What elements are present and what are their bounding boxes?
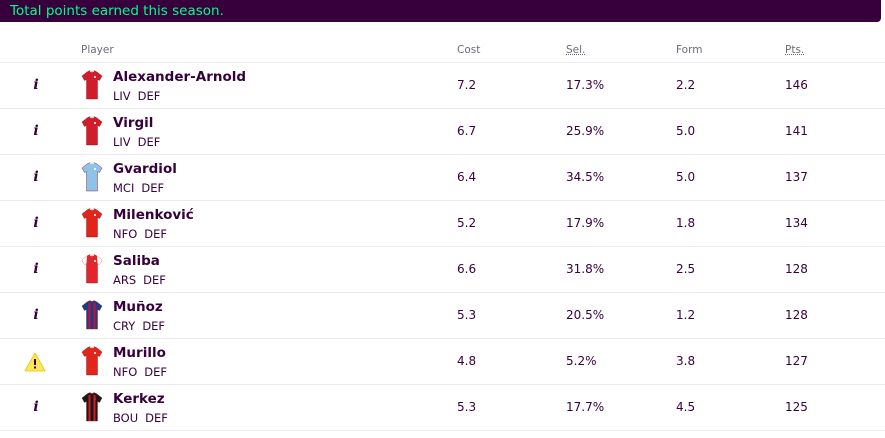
player-position: DEF (137, 135, 161, 149)
player-meta: ARS DEF (113, 273, 166, 287)
player-selected: 17.9% (566, 216, 605, 230)
player-position: DEF (141, 181, 165, 195)
player-team: BOU (113, 411, 139, 425)
player-name[interactable]: Muñoz (113, 299, 163, 315)
player-cost: 5.3 (457, 308, 477, 322)
column-header-player: Player (81, 44, 114, 56)
table-row[interactable]: i Virgil LIV DEF 6.7 25.9% 5.0 141 (0, 109, 885, 155)
column-header-points[interactable]: Pts. (785, 44, 805, 56)
info-banner: Total points earned this season. (0, 0, 881, 22)
player-name[interactable]: Kerkez (113, 391, 165, 407)
player-points: 128 (785, 308, 808, 322)
player-team: NFO (113, 227, 138, 241)
player-position: DEF (144, 365, 168, 379)
player-cost: 7.2 (457, 78, 477, 92)
column-header-form[interactable]: Form (676, 44, 703, 56)
player-form: 2.5 (676, 262, 696, 276)
player-team: MCI (113, 181, 135, 195)
player-form: 5.0 (676, 170, 696, 184)
column-header-cost[interactable]: Cost (457, 44, 481, 56)
player-position: DEF (137, 89, 161, 103)
info-icon[interactable]: i (33, 307, 39, 323)
player-team: LIV (113, 135, 131, 149)
table-row[interactable]: i Milenković NFO DEF 5.2 17.9% 1.8 134 (0, 201, 885, 247)
info-icon[interactable]: i (33, 77, 39, 93)
player-cost: 5.2 (457, 216, 477, 230)
team-shirt-icon (81, 346, 103, 376)
team-shirt-icon (81, 70, 103, 100)
player-meta: NFO DEF (113, 227, 167, 241)
player-team: CRY (113, 319, 136, 333)
player-name[interactable]: Saliba (113, 253, 160, 269)
player-meta: CRY DEF (113, 319, 165, 333)
player-team: ARS (113, 273, 137, 287)
player-points: 127 (785, 354, 808, 368)
team-shirt-icon (81, 254, 103, 284)
player-position: DEF (145, 411, 168, 425)
player-selected: 17.3% (566, 78, 605, 92)
player-position: DEF (144, 227, 168, 241)
player-name[interactable]: Milenković (113, 207, 194, 223)
player-cost: 4.8 (457, 354, 477, 368)
warning-icon[interactable] (24, 352, 46, 372)
player-name[interactable]: Gvardiol (113, 161, 177, 177)
player-meta: LIV DEF (113, 135, 160, 149)
player-selected: 34.5% (566, 170, 605, 184)
player-form: 1.8 (676, 216, 696, 230)
player-form: 4.5 (676, 400, 696, 414)
player-selected: 17.7% (566, 400, 605, 414)
player-name[interactable]: Murillo (113, 345, 166, 361)
team-shirt-icon (81, 392, 103, 422)
player-selected: 5.2% (566, 354, 597, 368)
player-form: 3.8 (676, 354, 696, 368)
info-icon[interactable]: i (33, 215, 39, 231)
team-shirt-icon (81, 300, 103, 330)
player-selected: 25.9% (566, 124, 605, 138)
player-form: 2.2 (676, 78, 696, 92)
column-header-selected[interactable]: Sel. (566, 44, 586, 56)
team-shirt-icon (81, 208, 103, 238)
player-meta: NFO DEF (113, 365, 167, 379)
player-position: DEF (142, 319, 166, 333)
player-cost: 6.7 (457, 124, 477, 138)
players-table: Player Cost Sel. Form Pts. i Alexander-A… (0, 38, 885, 431)
info-icon[interactable]: i (33, 123, 39, 139)
table-row[interactable]: i Alexander-Arnold LIV DEF 7.2 17.3% 2.2 … (0, 63, 885, 109)
player-position: DEF (143, 273, 166, 287)
table-row[interactable]: i Kerkez BOU DEF 5.3 17.7% 4.5 125 (0, 385, 885, 431)
player-cost: 5.3 (457, 400, 477, 414)
player-points: 141 (785, 124, 808, 138)
player-meta: LIV DEF (113, 89, 160, 103)
player-cost: 6.6 (457, 262, 477, 276)
player-points: 146 (785, 78, 808, 92)
table-header: Player Cost Sel. Form Pts. (0, 38, 885, 63)
player-points: 128 (785, 262, 808, 276)
table-body: i Alexander-Arnold LIV DEF 7.2 17.3% 2.2 … (0, 63, 885, 431)
player-selected: 31.8% (566, 262, 605, 276)
player-team: NFO (113, 365, 138, 379)
info-icon[interactable]: i (33, 169, 39, 185)
banner-text: Total points earned this season. (10, 3, 224, 19)
player-form: 1.2 (676, 308, 696, 322)
info-icon[interactable]: i (33, 261, 39, 277)
player-points: 134 (785, 216, 808, 230)
table-row[interactable]: i Gvardiol MCI DEF 6.4 34.5% 5.0 137 (0, 155, 885, 201)
team-shirt-icon (81, 116, 103, 146)
player-name[interactable]: Virgil (113, 115, 154, 131)
player-form: 5.0 (676, 124, 696, 138)
player-meta: BOU DEF (113, 411, 168, 425)
player-team: LIV (113, 89, 131, 103)
table-row[interactable]: Murillo NFO DEF 4.8 5.2% 3.8 127 (0, 339, 885, 385)
player-points: 125 (785, 400, 808, 414)
player-meta: MCI DEF (113, 181, 164, 195)
info-icon[interactable]: i (33, 399, 39, 415)
table-row[interactable]: i Saliba ARS DEF 6.6 31.8% 2.5 128 (0, 247, 885, 293)
player-points: 137 (785, 170, 808, 184)
table-row[interactable]: i Muñoz CRY DEF 5.3 20.5% 1.2 128 (0, 293, 885, 339)
player-name[interactable]: Alexander-Arnold (113, 69, 247, 85)
player-selected: 20.5% (566, 308, 605, 322)
team-shirt-icon (81, 162, 103, 192)
player-cost: 6.4 (457, 170, 477, 184)
